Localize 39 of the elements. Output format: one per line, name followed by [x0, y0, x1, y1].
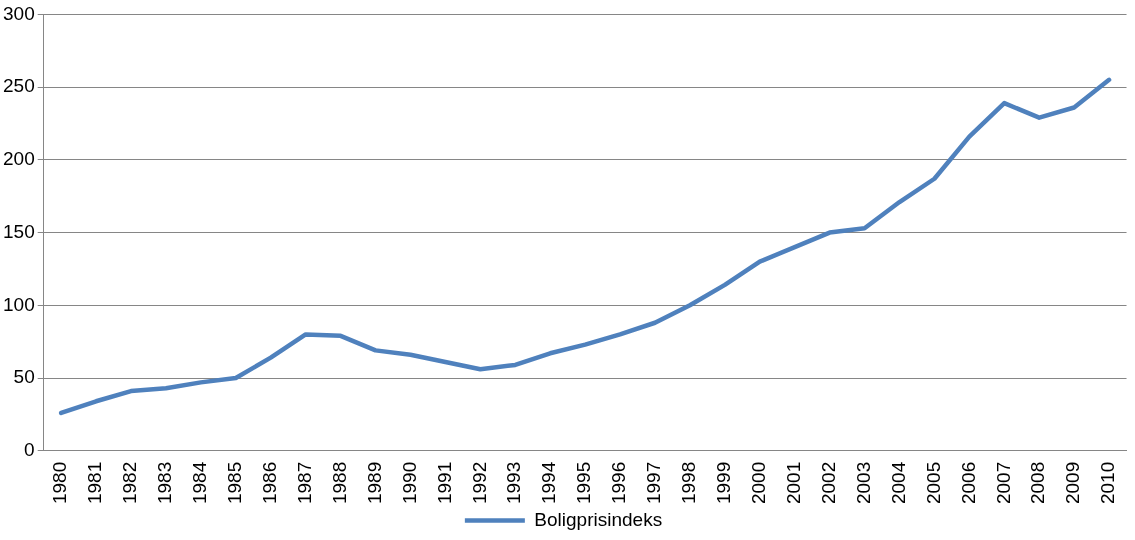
x-tick-label: 2003 [852, 461, 874, 505]
x-tick-label: 1997 [643, 461, 665, 505]
x-tick-label: 1999 [713, 461, 735, 505]
x-tick-label: 1983 [154, 461, 176, 505]
x-tick-label: 1985 [224, 461, 246, 505]
x-tick-label: 1992 [468, 461, 490, 505]
x-tick-label: 1996 [608, 461, 630, 505]
x-tick-label: 2002 [817, 461, 839, 505]
y-tick-label: 100 [3, 293, 35, 315]
x-tick-label: 2006 [957, 461, 979, 505]
x-tick-label: 2009 [1062, 461, 1084, 505]
x-tick-label: 1995 [573, 461, 595, 505]
x-tick-label: 2004 [887, 461, 909, 505]
x-tick-label: 1998 [678, 461, 700, 505]
x-tick-label: 1980 [49, 461, 71, 505]
y-tick-label: 50 [13, 366, 35, 388]
x-tick-label: 1991 [433, 461, 455, 505]
x-tick-label: 2010 [1097, 461, 1119, 505]
x-tick-label: 1989 [363, 461, 385, 505]
x-tick-label: 2008 [1027, 461, 1049, 505]
x-tick-label: 1986 [258, 461, 280, 505]
y-tick-label: 300 [3, 2, 35, 24]
legend-label: Boligprisindeks [534, 508, 663, 530]
x-tick-label: 2007 [992, 461, 1014, 505]
y-tick-label: 0 [24, 438, 35, 460]
x-tick-label: 1993 [503, 461, 525, 505]
x-tick-label: 1982 [119, 461, 141, 505]
x-tick-label: 1987 [293, 461, 315, 505]
x-tick-label: 2000 [748, 461, 769, 505]
x-tick-label: 1994 [538, 461, 560, 505]
y-tick-label: 150 [3, 220, 35, 242]
x-tick-label: 2001 [782, 461, 804, 505]
y-tick-label: 200 [3, 148, 35, 170]
x-tick-label: 2005 [922, 461, 944, 505]
x-tick-label: 1990 [398, 461, 420, 505]
x-tick-label: 1981 [84, 461, 106, 505]
x-tick-label: 1988 [328, 461, 350, 505]
y-tick-label: 250 [3, 75, 35, 97]
x-tick-label: 1984 [189, 461, 211, 505]
